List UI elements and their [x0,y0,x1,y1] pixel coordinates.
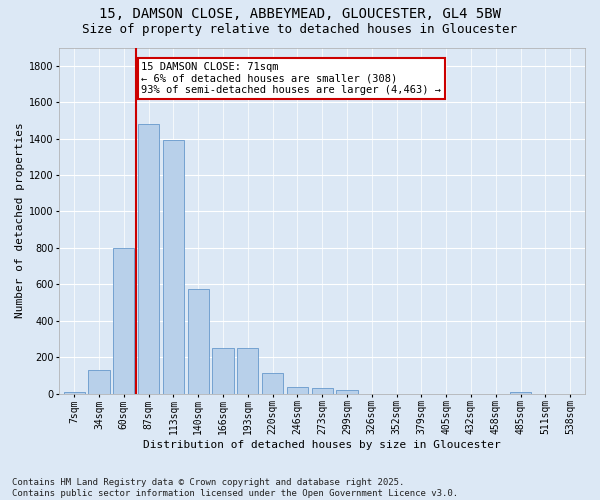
Y-axis label: Number of detached properties: Number of detached properties [15,122,25,318]
Bar [88,370,110,394]
Bar [237,348,259,394]
Text: Size of property relative to detached houses in Gloucester: Size of property relative to detached ho… [83,22,517,36]
Text: 15 DAMSON CLOSE: 71sqm
← 6% of detached houses are smaller (308)
93% of semi-det: 15 DAMSON CLOSE: 71sqm ← 6% of detached … [141,62,441,96]
Bar [64,392,85,394]
Bar [337,390,358,394]
Bar [212,348,233,394]
Text: Contains HM Land Registry data © Crown copyright and database right 2025.
Contai: Contains HM Land Registry data © Crown c… [12,478,458,498]
Bar [510,392,531,394]
Bar [113,248,134,394]
Bar [311,388,333,394]
Bar [262,372,283,394]
Bar [138,124,159,394]
Bar [287,388,308,394]
X-axis label: Distribution of detached houses by size in Gloucester: Distribution of detached houses by size … [143,440,501,450]
Bar [188,289,209,394]
Text: 15, DAMSON CLOSE, ABBEYMEAD, GLOUCESTER, GL4 5BW: 15, DAMSON CLOSE, ABBEYMEAD, GLOUCESTER,… [99,8,501,22]
Bar [163,140,184,394]
